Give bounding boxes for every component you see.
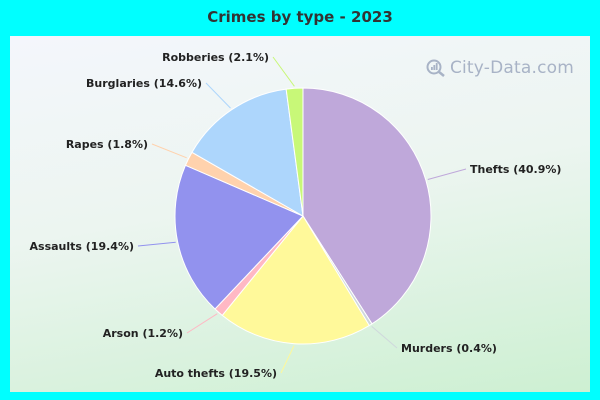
watermark-text: City-Data.com: [449, 58, 574, 78]
leader-line-thefts: [427, 168, 467, 180]
slice-label-assaults: Assaults (19.4%): [30, 240, 134, 253]
leader-line-robberies: [272, 56, 295, 87]
leader-line-auto-thefts: [280, 345, 295, 374]
slice-label-robberies: Robberies (2.1%): [162, 51, 269, 64]
plot-area: Thefts (40.9%) Murders (0.4%) Auto thefts …: [10, 36, 590, 392]
leader-line-assaults: [137, 241, 176, 247]
watermark: City-Data.com: [426, 58, 574, 78]
pie-slice-robberies: [285, 87, 304, 217]
pie-slice-auto-thefts: [221, 215, 370, 345]
leader-line-rapes: [151, 143, 187, 159]
pie-chart: Thefts (40.9%) Murders (0.4%) Auto thefts …: [30, 51, 562, 380]
slice-label-thefts: Thefts (40.9%): [470, 163, 561, 176]
slice-label-burglaries: Burglaries (14.6%): [86, 77, 202, 90]
magnifier-chart-icon: [426, 59, 445, 77]
leader-line-burglaries: [205, 82, 231, 109]
chart-title: Crimes by type - 2023: [207, 8, 393, 26]
pie-slice-thefts: [302, 87, 432, 325]
pie-slice-burglaries: [191, 88, 304, 217]
slice-label-arson: Arson (1.2%): [103, 327, 183, 340]
slice-label-murders: Murders (0.4%): [401, 342, 497, 355]
slice-label-rapes: Rapes (1.8%): [66, 138, 148, 151]
leader-line-murders: [371, 326, 398, 349]
pie-slice-assaults: [174, 164, 304, 310]
leader-line-arson: [186, 313, 218, 334]
slice-label-auto-thefts: Auto thefts (19.5%): [155, 367, 277, 380]
